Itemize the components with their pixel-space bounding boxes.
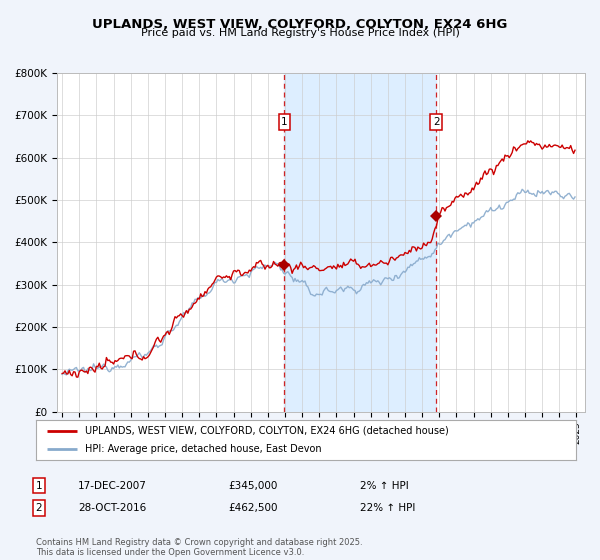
Text: 22% ↑ HPI: 22% ↑ HPI (360, 503, 415, 513)
Text: 2: 2 (433, 117, 440, 127)
Bar (284, 73, 436, 412)
Text: 28-OCT-2016: 28-OCT-2016 (78, 503, 146, 513)
Text: Contains HM Land Registry data © Crown copyright and database right 2025.
This d: Contains HM Land Registry data © Crown c… (36, 538, 362, 557)
Text: 2: 2 (35, 503, 43, 513)
Text: HPI: Average price, detached house, East Devon: HPI: Average price, detached house, East… (85, 445, 321, 454)
Text: Price paid vs. HM Land Registry's House Price Index (HPI): Price paid vs. HM Land Registry's House … (140, 28, 460, 38)
Text: UPLANDS, WEST VIEW, COLYFORD, COLYTON, EX24 6HG: UPLANDS, WEST VIEW, COLYFORD, COLYTON, E… (92, 18, 508, 31)
Text: 1: 1 (35, 480, 43, 491)
Text: £462,500: £462,500 (228, 503, 277, 513)
Text: 17-DEC-2007: 17-DEC-2007 (78, 480, 147, 491)
Text: 2% ↑ HPI: 2% ↑ HPI (360, 480, 409, 491)
Text: 1: 1 (281, 117, 288, 127)
Text: UPLANDS, WEST VIEW, COLYFORD, COLYTON, EX24 6HG (detached house): UPLANDS, WEST VIEW, COLYFORD, COLYTON, E… (85, 426, 448, 436)
Text: £345,000: £345,000 (228, 480, 277, 491)
